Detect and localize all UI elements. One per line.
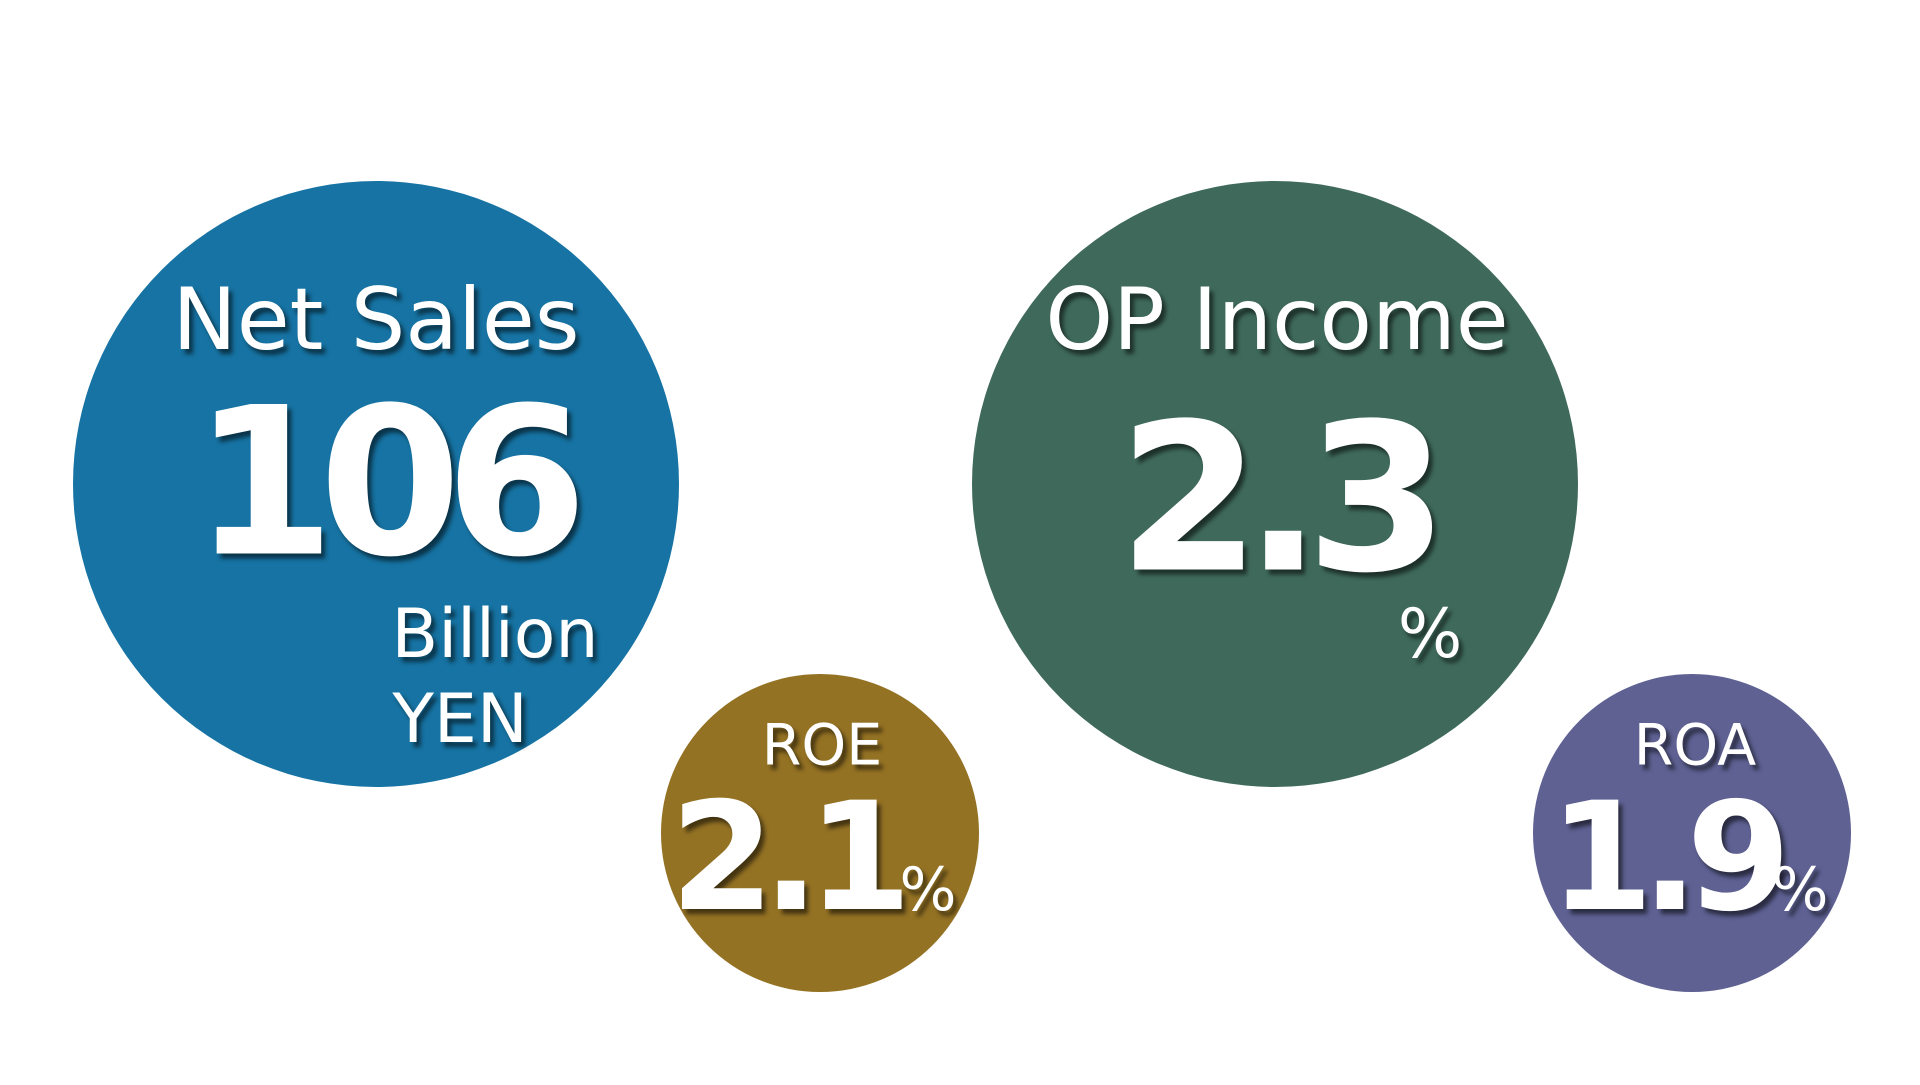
- metric-unit: YEN: [392, 680, 528, 759]
- metric-unit: %: [899, 855, 957, 925]
- op-income-circle: [972, 181, 1578, 787]
- metric-value: 2.1: [670, 771, 912, 945]
- metric-unit: Billion: [391, 595, 599, 674]
- metric-value: 1.9: [1549, 771, 1791, 945]
- metric-label: OP Income: [1045, 270, 1509, 370]
- metric-label: ROA: [1633, 712, 1757, 779]
- metric-label: Net Sales: [172, 270, 580, 370]
- metric-label: ROE: [761, 712, 883, 779]
- metric-unit: %: [1397, 595, 1463, 674]
- roa-circle: [1533, 674, 1851, 992]
- roe-circle: [661, 674, 979, 992]
- metric-value: 2.3: [1118, 380, 1448, 619]
- metric-value: 106: [192, 364, 588, 603]
- net-sales-circle: [73, 181, 679, 787]
- metric-unit: %: [1771, 855, 1829, 925]
